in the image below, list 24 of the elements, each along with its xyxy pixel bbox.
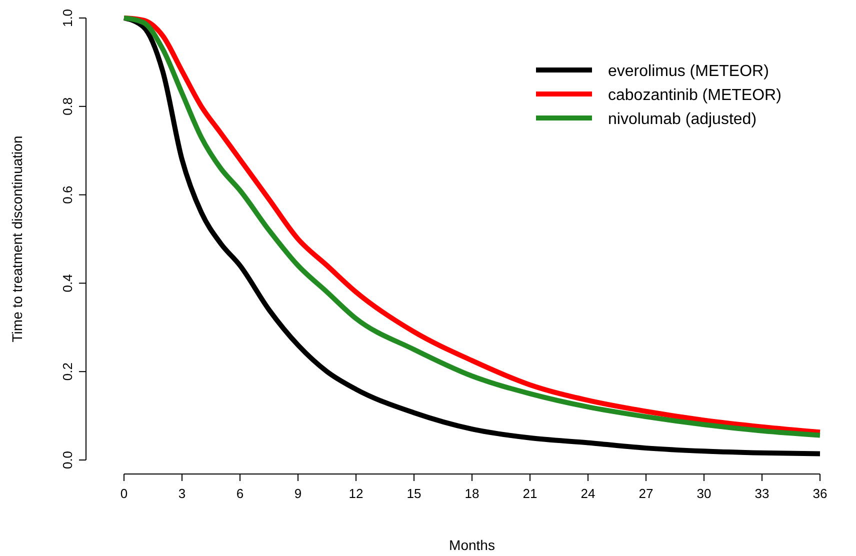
- x-tick-label: 24: [580, 486, 596, 501]
- x-tick-label: 12: [348, 486, 364, 501]
- y-tick-label: 0.2: [60, 362, 75, 381]
- x-tick-label: 15: [406, 486, 422, 501]
- y-axis-title: Time to treatment discontinuation: [9, 136, 25, 342]
- x-tick-label: 9: [294, 486, 302, 501]
- x-tick-label: 30: [696, 486, 712, 501]
- x-tick-label: 6: [236, 486, 244, 501]
- legend-label: nivolumab (adjusted): [608, 111, 757, 128]
- x-tick-label: 0: [120, 486, 128, 501]
- y-tick-label: 1.0: [60, 8, 75, 28]
- x-tick-label: 33: [754, 486, 770, 501]
- legend-label: everolimus (METEOR): [608, 63, 769, 80]
- y-tick-label: 0.0: [60, 450, 75, 470]
- legend-label: cabozantinib (METEOR): [608, 87, 782, 104]
- x-axis-title: Months: [449, 537, 495, 553]
- x-tick-label: 21: [522, 486, 538, 501]
- y-tick-label: 0.4: [60, 274, 75, 292]
- y-tick-label: 0.8: [60, 97, 75, 116]
- x-tick-label: 36: [812, 486, 828, 501]
- x-tick-label: 27: [638, 486, 654, 501]
- y-tick-label: 0.6: [60, 186, 75, 204]
- x-tick-label: 3: [178, 486, 186, 501]
- x-tick-label: 18: [464, 486, 480, 501]
